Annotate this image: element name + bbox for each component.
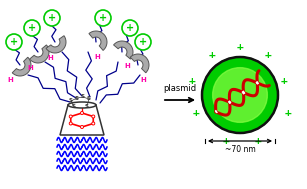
Text: plasmid: plasmid <box>163 84 196 93</box>
Circle shape <box>6 34 22 50</box>
Circle shape <box>80 112 84 115</box>
Text: H: H <box>7 77 13 83</box>
Wedge shape <box>114 41 133 59</box>
Circle shape <box>95 10 111 26</box>
Text: +: + <box>265 50 271 60</box>
Text: +: + <box>281 76 287 86</box>
Text: +: + <box>223 136 229 146</box>
Text: S: S <box>81 94 85 99</box>
Text: +: + <box>139 37 147 47</box>
Wedge shape <box>89 31 107 50</box>
Wedge shape <box>130 54 149 73</box>
Text: +: + <box>285 108 291 118</box>
Circle shape <box>202 57 278 133</box>
Text: +: + <box>99 13 107 23</box>
Text: +: + <box>237 42 243 52</box>
Text: H: H <box>140 77 146 83</box>
Text: S: S <box>85 104 89 108</box>
Circle shape <box>69 115 72 118</box>
Text: +: + <box>28 23 36 33</box>
Text: H: H <box>47 55 53 61</box>
Circle shape <box>92 115 95 118</box>
Text: H: H <box>124 63 130 69</box>
Text: +: + <box>126 23 134 33</box>
Circle shape <box>122 20 138 36</box>
Circle shape <box>213 68 267 122</box>
Text: S: S <box>69 98 73 104</box>
Circle shape <box>24 20 40 36</box>
Circle shape <box>135 34 151 50</box>
Polygon shape <box>60 105 104 135</box>
Circle shape <box>69 122 72 125</box>
Text: +: + <box>10 37 18 47</box>
Text: +: + <box>192 108 199 118</box>
Wedge shape <box>12 57 31 76</box>
Text: +: + <box>255 136 261 146</box>
Circle shape <box>80 125 84 129</box>
Circle shape <box>92 122 95 125</box>
Text: +: + <box>209 50 216 60</box>
Text: +: + <box>188 76 195 86</box>
Text: S: S <box>75 95 79 101</box>
Text: ~70 nm: ~70 nm <box>225 145 255 154</box>
Text: H: H <box>94 54 100 60</box>
Wedge shape <box>29 45 49 63</box>
Ellipse shape <box>68 102 96 108</box>
Wedge shape <box>46 36 66 53</box>
Text: H: H <box>27 65 33 71</box>
Circle shape <box>44 10 60 26</box>
Text: S: S <box>87 97 91 101</box>
Text: S: S <box>72 105 76 109</box>
Text: +: + <box>48 13 56 23</box>
